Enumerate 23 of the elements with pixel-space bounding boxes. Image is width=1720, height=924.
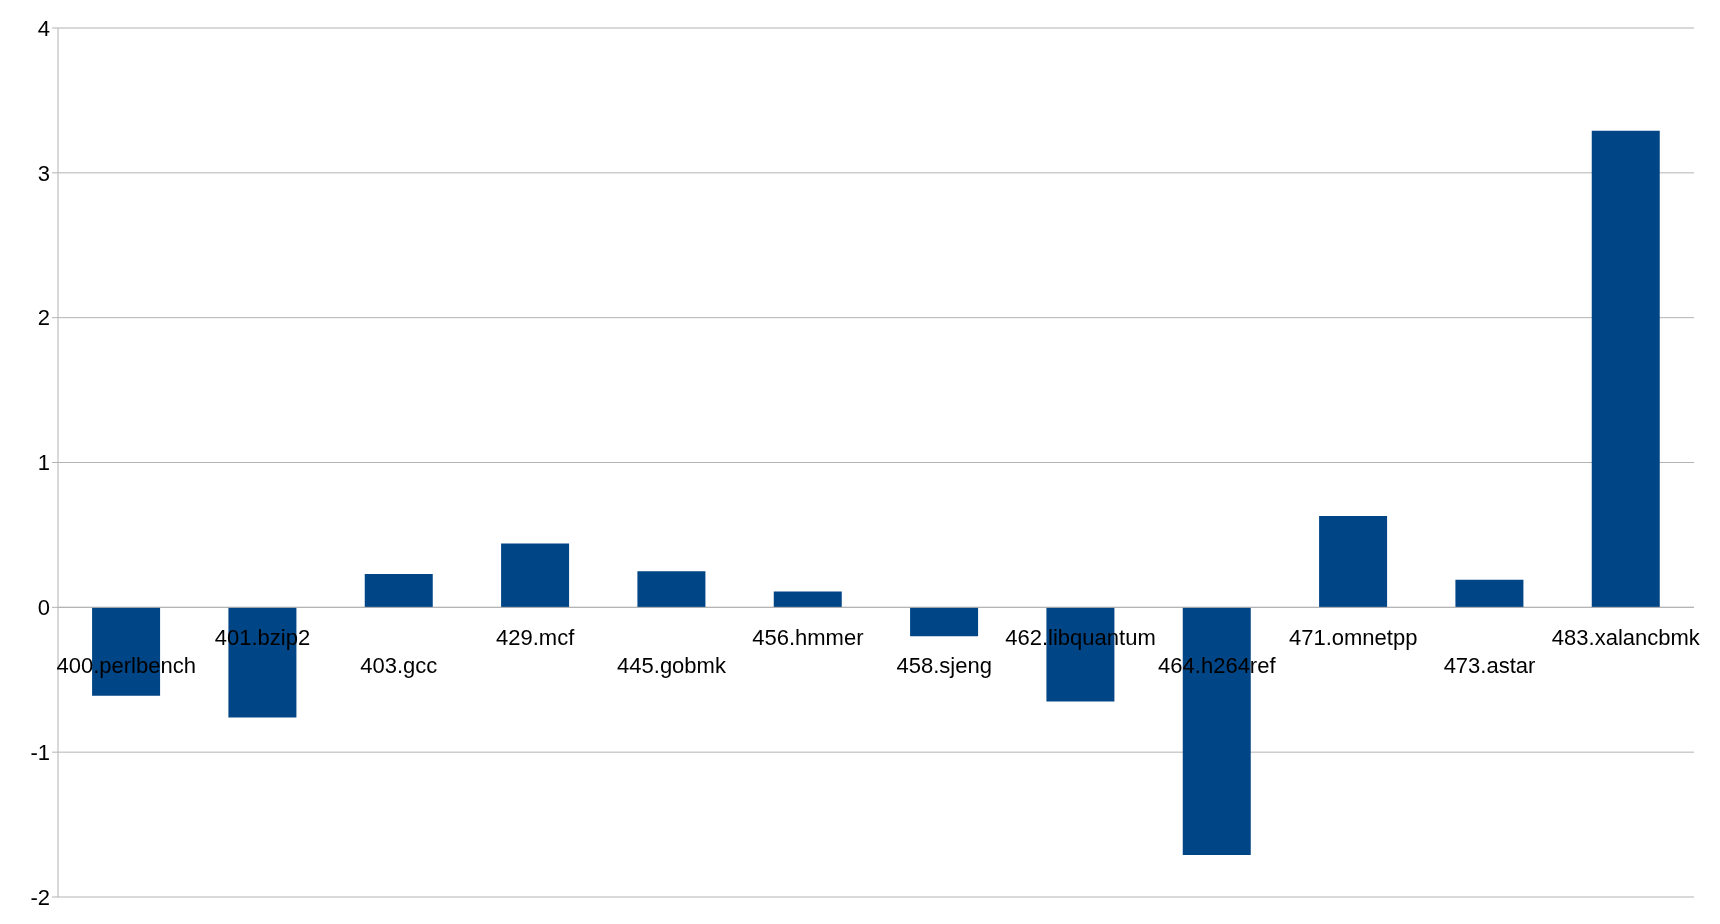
x-tick-label: 458.sjeng bbox=[896, 653, 992, 679]
bar bbox=[637, 571, 706, 608]
y-tick-label: 3 bbox=[37, 160, 50, 186]
y-tick-label: 1 bbox=[37, 450, 50, 476]
x-tick-label: 471.omnetpp bbox=[1288, 625, 1418, 651]
x-tick-label: 429.mcf bbox=[496, 625, 576, 651]
x-tick-label: 456.hmmer bbox=[752, 625, 864, 651]
y-tick-label: 2 bbox=[37, 305, 50, 331]
bar bbox=[1591, 130, 1660, 608]
x-tick-label: 473.astar bbox=[1443, 653, 1536, 679]
bar bbox=[501, 543, 570, 608]
bar bbox=[910, 607, 979, 637]
y-tick-label: 0 bbox=[37, 595, 50, 621]
x-tick-label: 483.xalancbmk bbox=[1551, 625, 1701, 651]
y-tick-label: 4 bbox=[37, 15, 50, 41]
bar bbox=[1455, 579, 1524, 608]
x-tick-label: 445.gobmk bbox=[617, 653, 727, 679]
x-tick-label: 403.gcc bbox=[360, 653, 438, 679]
y-tick-label: -2 bbox=[30, 884, 50, 910]
y-tick-label: -1 bbox=[30, 739, 50, 765]
bar bbox=[1319, 516, 1388, 608]
bar bbox=[364, 574, 433, 608]
bar bbox=[773, 591, 842, 608]
